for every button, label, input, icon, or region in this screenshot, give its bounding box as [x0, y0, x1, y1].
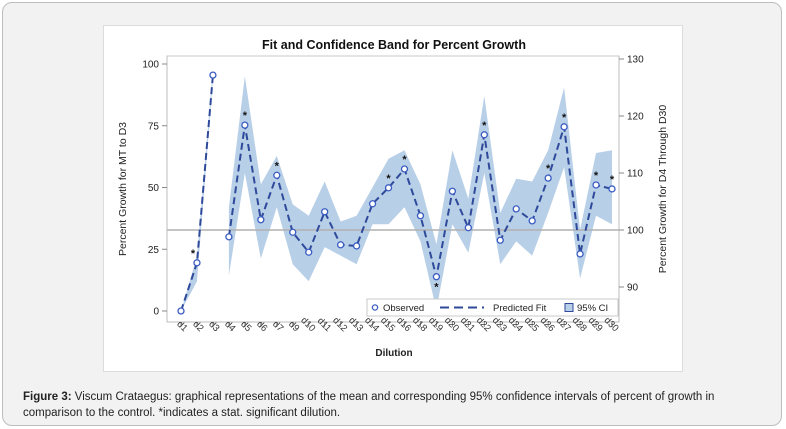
observed-point: [352, 242, 361, 250]
legend-box: [366, 298, 619, 317]
observed-point: [209, 71, 217, 79]
observed-point: [608, 185, 616, 193]
observed-point: [193, 259, 201, 267]
y-tick-label-left: 100: [142, 60, 159, 71]
observed-point: [384, 184, 393, 192]
chart-title: Fit and Confidence Band for Percent Grow…: [262, 38, 526, 52]
x-tick-label: d19: [426, 315, 445, 334]
x-axis-label: Dilution: [375, 348, 412, 359]
legend: Observed Predicted Fit 95% CI: [366, 298, 619, 317]
x-tick-label: d2: [190, 319, 205, 334]
confidence-band-left: [181, 68, 213, 311]
observed-point: [464, 224, 472, 232]
observed-point: [321, 208, 329, 216]
x-tick-label: d3: [206, 319, 221, 334]
observed-point: [400, 165, 409, 173]
y-tick-label-right: 100: [627, 226, 644, 237]
legend-observed-label: Observed: [383, 303, 424, 314]
observed-point: [336, 241, 345, 249]
y-tick-label-left: 50: [148, 183, 160, 194]
y-tick-label-right: 120: [627, 112, 644, 123]
legend-predicted-fit-label: Predicted Fit: [493, 303, 547, 314]
y-tick-label-right: 110: [627, 169, 643, 180]
x-tick-label: d15: [378, 315, 397, 334]
x-tick-label: d27: [554, 315, 573, 334]
chart: Fit and Confidence Band for Percent Grow…: [117, 38, 669, 359]
significance-star: *: [594, 170, 599, 182]
observed-point: [576, 250, 584, 258]
x-tick-label: d6: [254, 319, 269, 334]
x-tick-label: d28: [570, 315, 589, 334]
observed-point: [241, 121, 249, 129]
x-tick-label: d10: [298, 315, 317, 334]
observed-point: [528, 217, 536, 225]
y-axis-right-label: Percent Growth for D4 Through D30: [657, 105, 669, 274]
x-tick-label: d7: [270, 319, 285, 334]
significance-star: *: [402, 154, 407, 166]
x-tick-label: d22: [474, 315, 493, 334]
y-tick-label-left: 0: [153, 307, 159, 318]
y-axis-left-label: Percent Growth for MT to D3: [117, 122, 129, 256]
observed-point: [305, 248, 313, 256]
observed-point: [273, 171, 281, 179]
x-tick-label: d26: [538, 315, 557, 334]
significance-layer: * * * * * * * * * * *: [191, 110, 615, 294]
significance-star: *: [191, 248, 196, 260]
x-tick-label: d16: [394, 315, 413, 334]
observed-point: [432, 273, 441, 281]
observed-point: [177, 307, 185, 315]
x-tick-label: d12: [330, 315, 349, 334]
significance-star: *: [482, 120, 487, 132]
significance-star: *: [243, 110, 248, 122]
caption-label: Figure 3:: [23, 391, 72, 403]
x-tick-label: d21: [458, 315, 477, 334]
legend-observed-icon: [371, 304, 379, 311]
marker-layer: [177, 71, 616, 315]
observed-point: [448, 187, 457, 195]
y-tick-label-left: 25: [148, 245, 160, 256]
x-tick-label: d29: [586, 315, 605, 334]
significance-star: *: [562, 112, 567, 124]
observed-point: [560, 123, 568, 131]
observed-point: [512, 205, 520, 213]
legend-ci-label: 95% CI: [577, 303, 608, 314]
significance-star: *: [434, 282, 439, 294]
observed-point: [416, 212, 425, 220]
x-tick-label: d4: [222, 319, 237, 334]
x-tick-label: d13: [346, 315, 365, 334]
observed-point: [592, 181, 600, 189]
confidence-band-layer: [181, 68, 612, 311]
x-tick-label: d23: [490, 315, 509, 334]
confidence-band-right: [228, 76, 612, 310]
caption-text: Viscum Crataegus: graphical representati…: [23, 391, 715, 419]
observed-point: [368, 200, 377, 208]
significance-star: *: [275, 160, 280, 172]
observed-point: [225, 233, 233, 241]
x-tick-label: d5: [238, 319, 253, 334]
significance-star: *: [386, 173, 391, 185]
chart-panel: Fit and Confidence Band for Percent Grow…: [103, 25, 683, 372]
x-tick-label: d14: [362, 315, 381, 334]
observed-point: [544, 174, 552, 182]
x-tick-label: d24: [506, 315, 525, 334]
observed-point: [480, 131, 488, 139]
y-tick-label-right: 90: [627, 283, 639, 294]
observed-point: [496, 236, 504, 244]
y-tick-label-right: 130: [627, 55, 644, 66]
significance-star: *: [546, 163, 551, 175]
figure-caption: Figure 3: Viscum Crataegus: graphical re…: [23, 389, 773, 421]
observed-point: [289, 228, 297, 236]
x-tick-label: d11: [315, 316, 333, 334]
observed-point: [257, 216, 265, 224]
legend-ci-icon: [564, 303, 574, 312]
x-tick-label: d25: [522, 315, 541, 334]
x-tick-label: d1: [174, 319, 189, 334]
x-tick-label: d30: [602, 315, 621, 334]
x-tick-label: d20: [442, 315, 461, 334]
x-tick-label: d18: [410, 315, 429, 334]
y-tick-label-left: 75: [148, 121, 160, 132]
significance-star: *: [610, 174, 615, 186]
